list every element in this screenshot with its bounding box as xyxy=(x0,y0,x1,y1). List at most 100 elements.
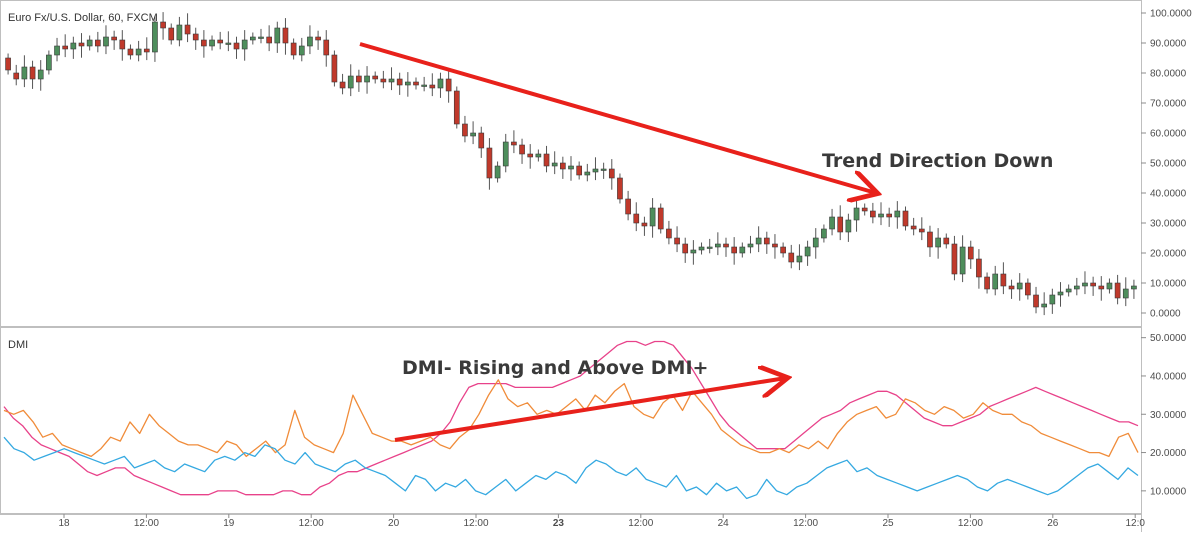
dmi-chart-title: DMI xyxy=(8,339,28,351)
candle xyxy=(625,190,631,221)
candle xyxy=(78,33,85,58)
candle xyxy=(274,21,281,53)
candle xyxy=(364,66,370,94)
candle-up xyxy=(364,75,370,83)
candle xyxy=(568,156,574,181)
candle-down xyxy=(1000,273,1007,287)
candle-down xyxy=(682,243,689,254)
candle xyxy=(209,35,215,51)
price-axis-label: 40.0000 xyxy=(1150,189,1187,200)
candle xyxy=(812,228,819,259)
candle-up xyxy=(1049,294,1056,305)
candle-up xyxy=(152,21,158,53)
candle xyxy=(241,30,248,61)
candle xyxy=(935,228,941,259)
candle-down xyxy=(788,252,795,263)
candle-up xyxy=(494,165,501,179)
candle xyxy=(576,161,582,180)
candle-up xyxy=(249,36,256,41)
candle xyxy=(1122,277,1129,307)
candle xyxy=(731,237,737,265)
candle xyxy=(837,205,844,241)
candle-down xyxy=(168,27,175,41)
candle xyxy=(674,226,680,253)
candle-down xyxy=(1090,282,1096,287)
candle-up xyxy=(535,153,542,158)
candle xyxy=(1114,274,1121,305)
candle-up xyxy=(1131,285,1137,290)
time-axis-label: 25 xyxy=(882,518,894,529)
candle-up xyxy=(796,255,803,263)
candle-up xyxy=(1073,285,1080,290)
candle-up xyxy=(1057,291,1064,296)
candle xyxy=(201,30,207,58)
candle-down xyxy=(192,33,199,41)
candle-down xyxy=(339,81,346,89)
candle-down xyxy=(608,168,615,179)
candle xyxy=(1073,277,1080,296)
candle-down xyxy=(902,210,909,227)
candle-up xyxy=(821,228,827,239)
candle xyxy=(160,12,166,40)
candle xyxy=(1131,279,1137,299)
candle xyxy=(763,231,770,254)
candle-down xyxy=(918,228,925,233)
candle xyxy=(927,225,933,257)
candle-up xyxy=(992,273,999,290)
candle-down xyxy=(323,39,330,56)
candle xyxy=(135,40,142,62)
candle xyxy=(943,233,950,249)
candle-down xyxy=(143,48,150,53)
time-axis-label: 12:00 xyxy=(134,518,159,529)
candle-down xyxy=(184,24,191,35)
candle-up xyxy=(853,207,860,221)
candle-down xyxy=(396,78,403,86)
candle xyxy=(641,216,648,236)
candle-up xyxy=(135,48,142,56)
time-axis-label: 26 xyxy=(1047,518,1059,529)
candle xyxy=(527,144,534,169)
candle-down xyxy=(462,123,468,137)
candle xyxy=(111,30,117,50)
candle xyxy=(290,38,297,60)
candle xyxy=(470,121,476,145)
candle xyxy=(396,72,403,95)
candle xyxy=(706,238,713,254)
candle-up xyxy=(258,36,264,39)
dmi-annotation: DMI- Rising and Above DMI+ xyxy=(402,357,708,379)
candle-down xyxy=(633,213,640,224)
dmi-axis-label: 10.0000 xyxy=(1150,486,1187,497)
candle xyxy=(796,244,803,271)
candle-up xyxy=(1082,282,1088,287)
candle xyxy=(511,130,517,154)
time-axis-label: 12:00 xyxy=(299,518,324,529)
candle-down xyxy=(217,39,224,44)
candle-up xyxy=(706,246,713,249)
candle-up xyxy=(551,162,558,167)
price-axis-label: 90.0000 xyxy=(1150,39,1187,50)
time-axis-label: 24 xyxy=(718,518,730,529)
trend-annotation: Trend Direction Down xyxy=(822,150,1053,172)
candle-up xyxy=(1122,288,1129,299)
candle-up xyxy=(437,78,444,89)
price-axis-label: 60.0000 xyxy=(1150,129,1187,140)
candle xyxy=(959,235,966,283)
candle-down xyxy=(119,39,126,50)
candle-down xyxy=(543,153,550,167)
candle-up xyxy=(584,171,591,176)
candle xyxy=(698,242,705,255)
candle xyxy=(372,71,379,84)
candle xyxy=(870,202,876,224)
candle xyxy=(666,220,672,245)
candle-down xyxy=(429,84,436,89)
candle-down xyxy=(927,231,933,248)
candle-down xyxy=(1114,282,1121,299)
dmi-line-2 xyxy=(3,379,1139,458)
dmi-line-3 xyxy=(3,436,1139,500)
candle xyxy=(592,157,599,181)
candle-up xyxy=(86,39,93,47)
candle-up xyxy=(1016,282,1023,290)
candle xyxy=(46,50,52,75)
candle xyxy=(894,201,901,229)
